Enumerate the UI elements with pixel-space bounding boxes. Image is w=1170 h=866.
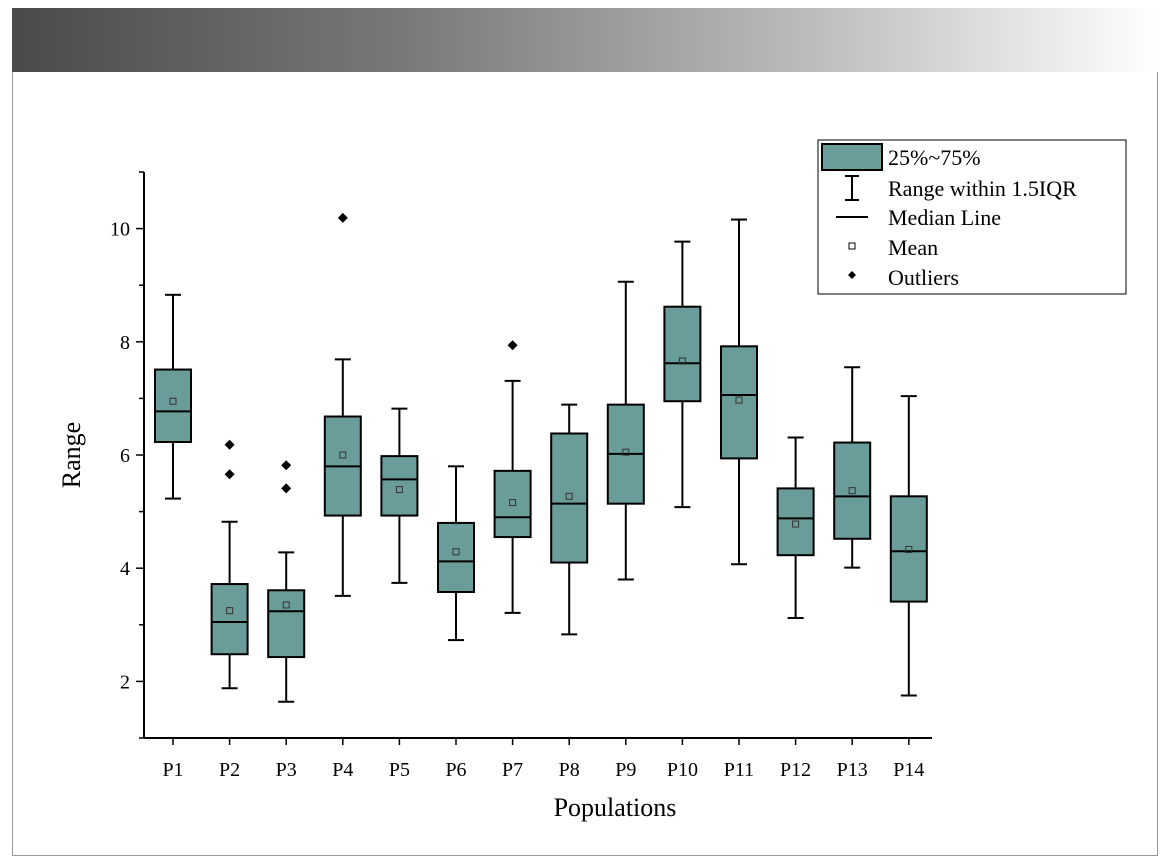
- x-tick-label: P2: [219, 759, 240, 781]
- mean-marker: [792, 520, 800, 528]
- x-tick-label: P13: [837, 759, 868, 781]
- x-tick-label: P14: [893, 759, 924, 781]
- mean-marker: [452, 548, 460, 556]
- iqr-box: [720, 345, 758, 460]
- x-tick-label: P1: [162, 759, 183, 781]
- iqr-box: [267, 589, 306, 659]
- mean-marker: [395, 486, 403, 494]
- box-P3: [267, 460, 306, 703]
- outlier-point: [281, 483, 292, 494]
- box-P9: [606, 280, 645, 581]
- mean-marker: [339, 451, 347, 459]
- outlier-point: [281, 460, 292, 471]
- x-tick-label: P5: [389, 759, 410, 781]
- legend-label-outliers: Outliers: [888, 265, 959, 290]
- mean-marker: [509, 499, 517, 507]
- legend-box-swatch: [821, 143, 883, 171]
- mean-marker: [848, 487, 856, 495]
- box-P13: [833, 366, 872, 569]
- box-P5: [380, 407, 419, 584]
- iqr-box: [889, 495, 928, 603]
- x-tick-label: P11: [724, 759, 754, 781]
- box-P10: [663, 240, 702, 509]
- boxes: [154, 212, 928, 703]
- outlier-point: [507, 340, 518, 351]
- y-tick-label: 4: [120, 558, 130, 580]
- legend-label-median: Median Line: [888, 205, 1001, 230]
- legend: 25%~75% Range within 1.5IQR Median Line …: [817, 139, 1127, 295]
- mean-marker: [282, 601, 290, 609]
- outlier-point: [224, 469, 235, 480]
- legend-label-whisker: Range within 1.5IQR: [888, 176, 1077, 201]
- box-P1: [154, 293, 192, 500]
- box-P2: [210, 439, 249, 690]
- iqr-box: [776, 487, 815, 557]
- iqr-box: [210, 583, 249, 656]
- box-P7: [493, 340, 532, 614]
- y-tick-label: 8: [120, 332, 130, 354]
- iqr-box: [154, 368, 192, 443]
- mean-marker: [622, 448, 630, 456]
- outlier-point: [224, 439, 235, 450]
- iqr-box: [437, 521, 475, 593]
- x-tick-label: P7: [502, 759, 523, 781]
- legend-label-box: 25%~75%: [888, 145, 981, 170]
- x-tick-label: P10: [667, 759, 698, 781]
- y-axis-title: Range: [57, 422, 86, 488]
- legend-label-mean: Mean: [888, 235, 938, 260]
- mean-marker: [905, 546, 913, 554]
- x-tick-label: P6: [445, 759, 466, 781]
- iqr-box: [380, 455, 419, 517]
- box-P6: [437, 465, 475, 642]
- mean-marker: [226, 607, 234, 615]
- box-P8: [550, 403, 589, 636]
- box-P11: [720, 218, 758, 566]
- iqr-box: [663, 305, 702, 403]
- iqr-box: [833, 441, 872, 540]
- axes: 2 4 6 8 10 P1 P2 P3 P4 P5 P6 P7 P8 P9 P10 P11 P12 P13 P14: [110, 171, 932, 781]
- y-tick-label: 2: [120, 671, 130, 693]
- header-gradient-bar: [12, 8, 1158, 72]
- y-tick-label: 10: [110, 219, 130, 241]
- x-tick-label: P12: [780, 759, 811, 781]
- iqr-box: [550, 432, 589, 564]
- mean-marker: [678, 357, 686, 365]
- x-tick-label: P8: [559, 759, 580, 781]
- legend-outlier-swatch: [848, 271, 856, 279]
- box-P4: [323, 212, 362, 597]
- x-axis-title: Populations: [554, 793, 677, 822]
- x-tick-label: P3: [276, 759, 297, 781]
- x-tick-label: P9: [615, 759, 636, 781]
- legend-mean-swatch: [848, 242, 856, 250]
- iqr-box: [493, 469, 532, 539]
- box-P14: [889, 395, 928, 697]
- outlier-point: [337, 212, 348, 223]
- y-tick-label: 6: [120, 445, 130, 467]
- mean-marker: [735, 396, 743, 404]
- mean-marker: [565, 492, 573, 500]
- mean-marker: [169, 397, 177, 405]
- box-P12: [776, 436, 815, 620]
- x-tick-label: P4: [332, 759, 353, 781]
